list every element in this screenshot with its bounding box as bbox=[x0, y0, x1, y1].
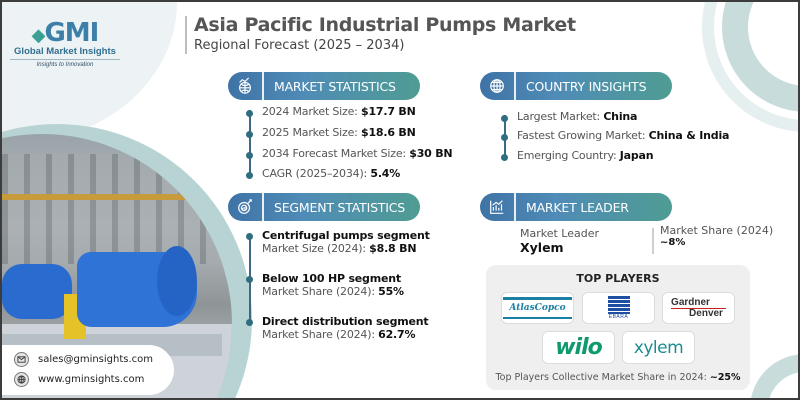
contact-email[interactable]: sales@gminsights.com bbox=[14, 352, 153, 367]
fastest-growing-market: Fastest Growing Market: China & India bbox=[517, 129, 730, 142]
target-chart-icon bbox=[228, 193, 264, 221]
globe-icon bbox=[480, 72, 516, 100]
logo-name: Global Market Insights bbox=[10, 46, 120, 60]
segment-direct-distribution: Direct distribution segment Market Share … bbox=[262, 315, 429, 341]
country-insights-header: COUNTRY INSIGHTS bbox=[480, 72, 672, 100]
title-divider bbox=[185, 16, 187, 54]
market-leader: Market Leader Xylem bbox=[520, 227, 600, 255]
globe-icon bbox=[14, 372, 29, 387]
contact-website[interactable]: www.gminsights.com bbox=[14, 372, 144, 387]
market-statistics-title: MARKET STATISTICS bbox=[274, 78, 396, 94]
market-leader-header: MARKET LEADER bbox=[480, 193, 672, 221]
gardner-denver-logo: Gardner Denver bbox=[662, 292, 735, 324]
segment-below-100hp: Below 100 HP segment Market Share (2024):… bbox=[262, 272, 404, 298]
market-leader-share: Market Share (2024) ~8% bbox=[660, 224, 774, 248]
emerging-country: Emerging Country: Japan bbox=[517, 149, 654, 162]
largest-market: Largest Market: China bbox=[517, 110, 638, 123]
divider bbox=[652, 228, 654, 254]
top-players-title: TOP PLAYERS bbox=[576, 272, 660, 285]
atlas-copco-logo: AtlasCopco bbox=[501, 292, 574, 324]
decorative-arc bbox=[750, 354, 798, 398]
logo-tagline: Insights to Innovation bbox=[36, 62, 94, 68]
segment-statistics-header: SEGMENT STATISTICS bbox=[228, 193, 420, 221]
bar-chart-icon bbox=[480, 193, 516, 221]
gmi-logo[interactable]: ◆GMI Global Market Insights Insights to … bbox=[10, 18, 120, 68]
segment-centrifugal: Centrifugal pumps segment Market Size (20… bbox=[262, 229, 430, 255]
xylem-logo: xylem bbox=[622, 331, 695, 364]
ebara-logo: EBARA bbox=[582, 292, 655, 324]
page-subtitle: Regional Forecast (2025 – 2034) bbox=[194, 38, 405, 53]
market-statistics-header: MARKET STATISTICS bbox=[228, 72, 420, 100]
stat-2034-forecast: 2034 Forecast Market Size: $30 BN bbox=[262, 147, 453, 160]
logo-mark: ◆GMI bbox=[31, 18, 100, 48]
country-insights-title: COUNTRY INSIGHTS bbox=[526, 78, 647, 94]
market-leader-name: Xylem bbox=[520, 240, 564, 255]
page-title: Asia Pacific Industrial Pumps Market bbox=[194, 14, 576, 36]
diamond-icon: ◆ bbox=[31, 25, 46, 46]
contact-panel: sales@gminsights.com www.gminsights.com bbox=[2, 345, 174, 395]
globe-chart-icon bbox=[228, 72, 264, 100]
stat-2025-market-size: 2025 Market Size: $18.6 BN bbox=[262, 126, 416, 139]
stat-2024-market-size: 2024 Market Size: $17.7 BN bbox=[262, 105, 416, 118]
wilo-logo: wilo bbox=[542, 331, 615, 364]
mail-icon bbox=[14, 352, 29, 367]
stat-cagr: CAGR (2025–2034): 5.4% bbox=[262, 167, 401, 180]
market-leader-title: MARKET LEADER bbox=[526, 199, 629, 215]
top-players-panel: TOP PLAYERS AtlasCopco EBARA Gardner Denv… bbox=[486, 265, 750, 390]
segment-statistics-title: SEGMENT STATISTICS bbox=[274, 199, 405, 215]
top-players-share: Top Players Collective Market Share in 2… bbox=[495, 372, 741, 383]
